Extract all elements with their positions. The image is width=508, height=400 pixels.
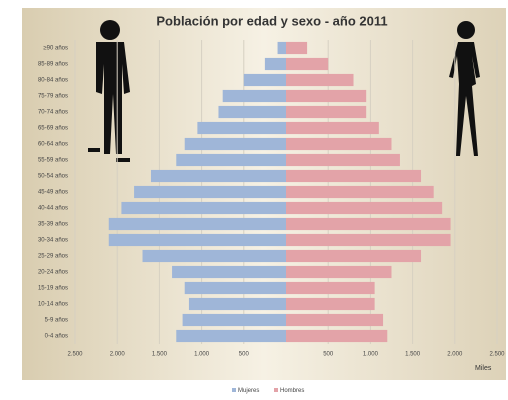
- y-tick-label: 55-59 años: [38, 158, 68, 164]
- bar: [197, 121, 286, 135]
- y-tick-label: 70-74 años: [38, 110, 68, 116]
- bar: [286, 265, 392, 279]
- bar: [286, 89, 367, 103]
- bar: [286, 281, 375, 295]
- y-tick-label: 10-14 años: [38, 302, 68, 308]
- bar: [286, 153, 400, 167]
- bar: [184, 281, 286, 295]
- legend-label: Hombres: [280, 388, 304, 394]
- bar: [286, 169, 422, 183]
- bar: [286, 249, 422, 263]
- bar: [264, 57, 286, 71]
- x-axis-label: Miles: [475, 365, 492, 372]
- y-tick-label: 5-9 años: [45, 318, 68, 324]
- bar: [286, 41, 308, 55]
- bar: [286, 105, 367, 119]
- y-tick-label: 20-24 años: [38, 270, 68, 276]
- bar: [188, 297, 286, 311]
- y-tick-label: 15-19 años: [38, 286, 68, 292]
- bar: [176, 329, 286, 343]
- y-tick-label: 35-39 años: [38, 222, 68, 228]
- y-tick-label: 85-89 años: [38, 62, 68, 68]
- y-tick-label: 40-44 años: [38, 206, 68, 212]
- bar: [150, 169, 286, 183]
- bar: [286, 201, 443, 215]
- y-tick-label: 25-29 años: [38, 254, 68, 260]
- y-tick-label: 65-69 años: [38, 126, 68, 132]
- x-tick-label: 2.500: [67, 352, 83, 358]
- x-tick-label: 1.500: [405, 352, 421, 358]
- x-tick-label: 1.500: [152, 352, 168, 358]
- bar: [243, 73, 286, 87]
- legend-swatch: [274, 388, 278, 392]
- x-tick-label: 500: [323, 352, 334, 358]
- y-tick-label: 0-4 años: [45, 334, 68, 340]
- bar: [286, 121, 379, 135]
- bar: [286, 73, 354, 87]
- x-tick-label: 2.000: [447, 352, 463, 358]
- bar: [172, 265, 286, 279]
- bar: [182, 313, 286, 327]
- x-tick-label: 2.000: [110, 352, 126, 358]
- y-tick-label: 75-79 años: [38, 94, 68, 100]
- bar: [286, 217, 451, 231]
- bar: [108, 217, 286, 231]
- bar: [108, 233, 286, 247]
- bar: [142, 249, 286, 263]
- chart-title: Población por edad y sexo - año 2011: [156, 13, 387, 28]
- y-tick-label: 60-64 años: [38, 142, 68, 148]
- bar: [218, 105, 286, 119]
- bar: [121, 201, 286, 215]
- bar: [286, 185, 434, 199]
- legend-swatch: [232, 388, 236, 392]
- bar: [286, 329, 388, 343]
- x-tick-label: 500: [239, 352, 250, 358]
- bar: [184, 137, 286, 151]
- bar: [286, 313, 384, 327]
- x-tick-label: 1.000: [363, 352, 379, 358]
- woman-silhouette: [449, 21, 480, 156]
- x-tick-label: 2.500: [489, 352, 505, 358]
- bar: [286, 137, 392, 151]
- y-tick-label: 30-34 años: [38, 238, 68, 244]
- man-silhouette: [88, 20, 130, 162]
- y-tick-label: 80-84 años: [38, 78, 68, 84]
- bar: [286, 57, 329, 71]
- bar: [176, 153, 286, 167]
- bar: [134, 185, 286, 199]
- bar: [286, 233, 451, 247]
- legend-label: Mujeres: [238, 388, 259, 394]
- bar: [286, 297, 375, 311]
- y-tick-label: 50-54 años: [38, 174, 68, 180]
- y-tick-label: ≥90 años: [43, 46, 68, 52]
- bar: [277, 41, 286, 55]
- bar: [222, 89, 286, 103]
- x-tick-label: 1.000: [194, 352, 210, 358]
- y-tick-label: 45-49 años: [38, 190, 68, 196]
